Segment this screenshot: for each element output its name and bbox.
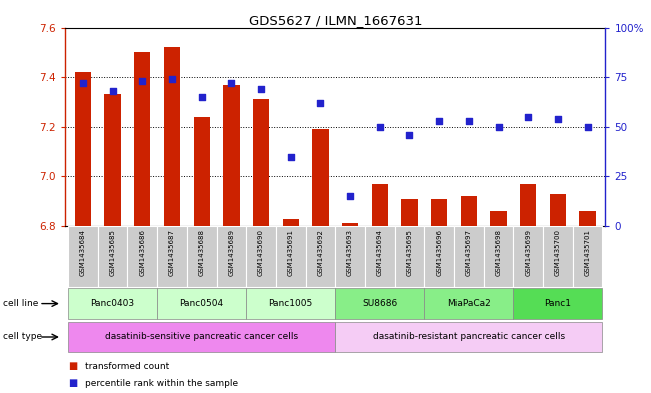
Text: GDS5627 / ILMN_1667631: GDS5627 / ILMN_1667631 (249, 14, 422, 27)
Point (404, 132, 415, 138)
Text: Panc1: Panc1 (544, 299, 572, 308)
Bar (454, 226, 484, 287)
Bar (246, 288, 335, 319)
Bar (461, 196, 477, 226)
Bar (68, 226, 98, 287)
Text: GSM1435684: GSM1435684 (80, 229, 86, 276)
Text: Panc1005: Panc1005 (269, 299, 313, 308)
Bar (223, 84, 240, 226)
Bar (424, 288, 514, 319)
Bar (157, 288, 246, 319)
Text: GSM1435694: GSM1435694 (377, 229, 383, 276)
Bar (372, 184, 388, 226)
Text: GSM1435699: GSM1435699 (525, 229, 531, 276)
Text: GSM1435693: GSM1435693 (347, 229, 353, 276)
Point (167, 76, 177, 82)
Text: GSM1435692: GSM1435692 (318, 229, 324, 276)
Text: GSM1435687: GSM1435687 (169, 229, 175, 276)
Bar (514, 288, 602, 319)
Bar (335, 226, 365, 287)
Bar (246, 226, 276, 287)
Bar (342, 224, 358, 226)
Bar (424, 226, 454, 287)
Text: GSM1435689: GSM1435689 (229, 229, 234, 276)
Bar (253, 99, 270, 226)
Bar (543, 226, 573, 287)
Text: percentile rank within the sample: percentile rank within the sample (85, 379, 238, 387)
Bar (104, 94, 121, 226)
Bar (579, 211, 596, 226)
Point (374, 123, 385, 130)
Bar (305, 226, 335, 287)
Bar (365, 226, 395, 287)
Point (256, 86, 266, 92)
Bar (157, 226, 187, 287)
Bar (68, 321, 335, 353)
Bar (75, 72, 91, 226)
Text: ■: ■ (68, 361, 77, 371)
Text: GSM1435685: GSM1435685 (109, 229, 116, 276)
Text: dasatinib-resistant pancreatic cancer cells: dasatinib-resistant pancreatic cancer ce… (373, 332, 565, 342)
Bar (484, 226, 514, 287)
Point (286, 153, 296, 160)
Bar (514, 226, 543, 287)
Text: GSM1435698: GSM1435698 (495, 229, 501, 276)
Bar (193, 117, 210, 226)
Bar (431, 199, 447, 226)
Text: GSM1435691: GSM1435691 (288, 229, 294, 276)
Bar (490, 211, 506, 226)
Bar (395, 226, 424, 287)
Point (137, 78, 148, 84)
Text: cell type: cell type (3, 332, 42, 342)
Text: GSM1435700: GSM1435700 (555, 229, 561, 276)
Bar (164, 47, 180, 226)
Point (523, 114, 533, 120)
Point (345, 193, 355, 199)
Bar (128, 226, 157, 287)
Point (553, 116, 563, 122)
Point (464, 118, 474, 124)
Bar (520, 184, 536, 226)
Text: GSM1435688: GSM1435688 (199, 229, 204, 276)
Point (77, 80, 88, 86)
Bar (335, 321, 602, 353)
Bar (217, 226, 246, 287)
Text: GSM1435686: GSM1435686 (139, 229, 145, 276)
Point (493, 123, 504, 130)
Bar (276, 226, 305, 287)
Point (315, 100, 326, 106)
Text: dasatinib-sensitive pancreatic cancer cells: dasatinib-sensitive pancreatic cancer ce… (105, 332, 298, 342)
Text: GSM1435697: GSM1435697 (466, 229, 472, 276)
Text: transformed count: transformed count (85, 362, 169, 371)
Text: GSM1435696: GSM1435696 (436, 229, 442, 276)
Bar (312, 129, 329, 226)
Point (197, 94, 207, 100)
Text: GSM1435701: GSM1435701 (585, 229, 590, 276)
Bar (68, 288, 157, 319)
Bar (134, 52, 150, 226)
Point (583, 123, 593, 130)
Text: GSM1435690: GSM1435690 (258, 229, 264, 276)
Text: Panc0504: Panc0504 (180, 299, 224, 308)
Bar (187, 226, 217, 287)
Bar (335, 288, 424, 319)
Text: GSM1435695: GSM1435695 (406, 229, 413, 276)
Bar (283, 219, 299, 226)
Point (434, 118, 445, 124)
Text: Panc0403: Panc0403 (90, 299, 135, 308)
Text: SU8686: SU8686 (362, 299, 397, 308)
Text: MiaPaCa2: MiaPaCa2 (447, 299, 491, 308)
Text: cell line: cell line (3, 299, 38, 308)
Point (107, 88, 118, 94)
Text: ■: ■ (68, 378, 77, 388)
Bar (401, 199, 418, 226)
Bar (98, 226, 128, 287)
Bar (549, 194, 566, 226)
Point (226, 80, 236, 86)
Bar (573, 226, 602, 287)
